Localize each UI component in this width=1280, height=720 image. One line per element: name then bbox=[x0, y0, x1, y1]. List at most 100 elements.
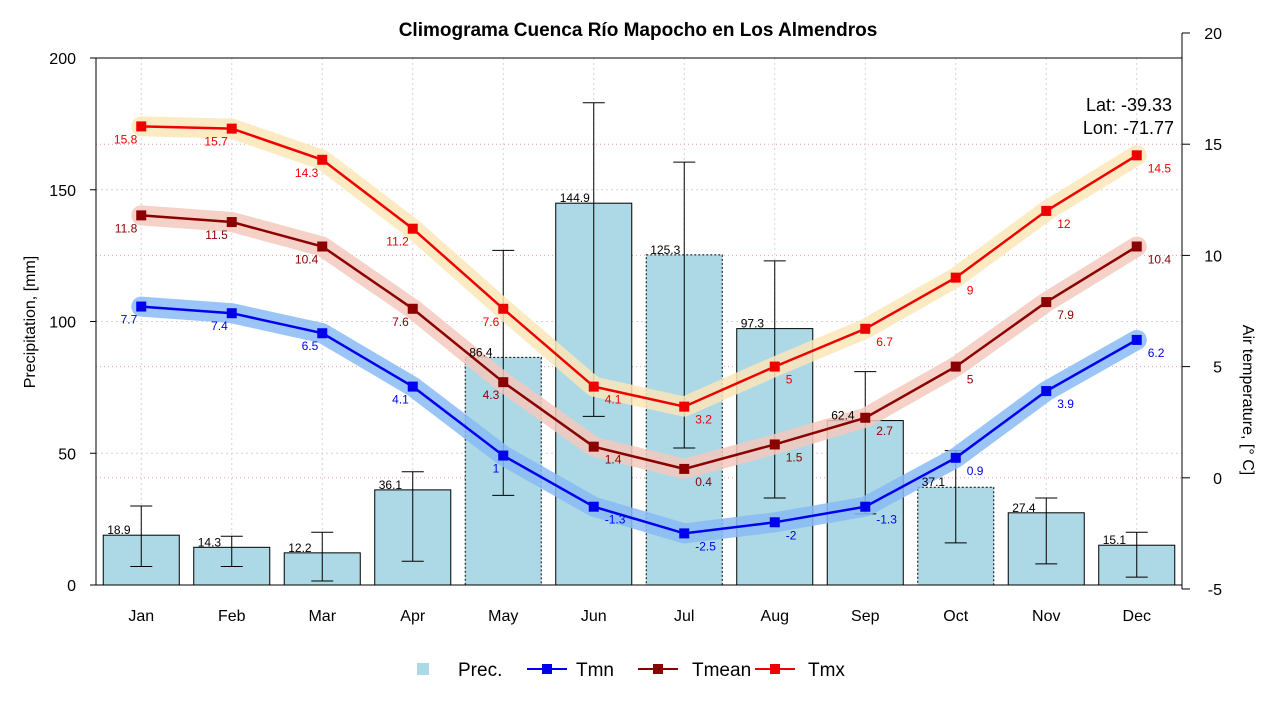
series-value-label: 7.7 bbox=[121, 313, 138, 327]
series-value-label: 14.5 bbox=[1148, 161, 1172, 175]
x-tick-label: Dec bbox=[1123, 608, 1151, 625]
y2-tick-label: 10 bbox=[1204, 248, 1222, 265]
precipitation-value-label: 125.3 bbox=[650, 243, 680, 257]
series-marker-tmean bbox=[498, 377, 509, 388]
series-line-tmean bbox=[141, 214, 1138, 471]
series-marker-tmean bbox=[588, 441, 599, 452]
x-tick-label: Jun bbox=[581, 608, 607, 625]
x-tick-label: Sep bbox=[851, 608, 880, 625]
series-band-tmx bbox=[131, 116, 1147, 417]
series-line-tmn bbox=[141, 305, 1138, 535]
series-marker-tmn bbox=[498, 450, 509, 461]
legend-label-tmn: Tmn bbox=[576, 660, 614, 681]
series-marker-tmn bbox=[317, 328, 328, 339]
series-marker-tmn bbox=[679, 528, 690, 539]
series-marker-tmean bbox=[950, 361, 961, 372]
legend-label-prec: Prec. bbox=[458, 660, 502, 681]
x-tick-label: Oct bbox=[943, 608, 968, 625]
series-marker-tmn bbox=[1131, 334, 1142, 345]
precipitation-value-label: 37.1 bbox=[922, 475, 946, 489]
precipitation-value-label: 12.2 bbox=[288, 541, 312, 555]
legend-marker-tmx bbox=[770, 664, 780, 674]
series-value-label: 1 bbox=[493, 462, 500, 476]
series-marker-tmean bbox=[136, 210, 147, 221]
series-value-label: 3.2 bbox=[695, 413, 712, 427]
series-marker-tmean bbox=[679, 463, 690, 474]
y2-tick-label: 5 bbox=[1213, 360, 1222, 377]
precipitation-value-label: 97.3 bbox=[741, 317, 765, 331]
series-marker-tmx bbox=[317, 154, 328, 165]
x-tick-label: Jan bbox=[128, 608, 154, 625]
series-value-label: 0.4 bbox=[695, 475, 712, 489]
y-tick-label: 50 bbox=[58, 446, 76, 463]
precipitation-value-label: 14.3 bbox=[198, 535, 222, 549]
data-labels: 18.914.3 12.236.186.4144.9125.397.362.437… bbox=[107, 132, 1171, 554]
series-line-tmx bbox=[141, 125, 1138, 408]
precipitation-value-label: 62.4 bbox=[831, 409, 855, 423]
series-marker-tmean bbox=[226, 217, 237, 228]
lat-annotation: Lat: -39.33 bbox=[1086, 95, 1172, 115]
series-value-label: 11.5 bbox=[205, 228, 228, 242]
precipitation-value-label: 144.9 bbox=[560, 191, 590, 205]
series-value-label: 14.3 bbox=[295, 166, 319, 180]
x-tick-label: Mar bbox=[308, 608, 336, 625]
legend-label-tmx: Tmx bbox=[808, 660, 845, 681]
series-marker-tmx bbox=[136, 121, 147, 132]
series-marker-tmean bbox=[860, 412, 871, 423]
chart-title: Climograma Cuenca Río Mapocho en Los Alm… bbox=[399, 20, 878, 41]
x-tick-label: Aug bbox=[761, 608, 789, 625]
series-value-label: 6.2 bbox=[1148, 346, 1165, 360]
series-marker-tmn bbox=[950, 452, 961, 463]
series-value-label: 3.9 bbox=[1057, 397, 1074, 411]
y2-axis-label: Air temperature, [° C] bbox=[1239, 325, 1256, 475]
legend-marker-tmean bbox=[653, 664, 663, 674]
y2-tick-label: -5 bbox=[1208, 582, 1222, 599]
series-marker-tmx bbox=[226, 123, 237, 134]
series-marker-tmn bbox=[769, 517, 780, 528]
y-axis-label: Precipitation, [mm] bbox=[22, 256, 39, 388]
precipitation-value-label: 27.4 bbox=[1012, 501, 1036, 515]
series-marker-tmx bbox=[679, 401, 690, 412]
precipitation-value-label: 15.1 bbox=[1103, 533, 1127, 547]
series-marker-tmx bbox=[769, 361, 780, 372]
series-value-label: 10.4 bbox=[295, 253, 319, 267]
x-tick-label: Feb bbox=[218, 608, 246, 625]
series-marker-tmn bbox=[136, 301, 147, 312]
series-value-label: 7.6 bbox=[392, 315, 409, 329]
series-value-label: 10.4 bbox=[1148, 253, 1172, 267]
series-marker-tmx bbox=[407, 223, 418, 234]
series-value-label: 15.8 bbox=[114, 132, 138, 146]
series-marker-tmean bbox=[407, 303, 418, 314]
series-value-label: 2.7 bbox=[876, 424, 893, 438]
precipitation-value-label: 36.1 bbox=[379, 478, 403, 492]
series-marker-tmean bbox=[1131, 241, 1142, 252]
series-value-label: -1.3 bbox=[876, 513, 897, 527]
y-tick-label: 200 bbox=[49, 51, 76, 68]
series-marker-tmean bbox=[1041, 297, 1052, 308]
series-value-label: 1.4 bbox=[605, 453, 622, 467]
series-value-label: 7.6 bbox=[483, 315, 500, 329]
series-value-label: -1.3 bbox=[605, 513, 626, 527]
series-value-label: 15.7 bbox=[204, 135, 228, 149]
series-value-label: 11.2 bbox=[386, 235, 409, 249]
series-value-label: 11.8 bbox=[115, 221, 138, 235]
series-marker-tmn bbox=[860, 501, 871, 512]
series-value-label: 7.4 bbox=[211, 319, 228, 333]
legend-label-tmean: Tmean bbox=[692, 660, 751, 681]
series-value-label: -2.5 bbox=[695, 539, 716, 553]
legend-marker-tmn bbox=[542, 664, 552, 674]
legend: Prec. Tmn Tmean Tmx bbox=[417, 660, 845, 681]
series-marker-tmn bbox=[407, 381, 418, 392]
series-marker-tmx bbox=[1041, 205, 1052, 216]
series-marker-tmn bbox=[226, 308, 237, 319]
x-tick-label: Apr bbox=[400, 608, 426, 625]
y-tick-label: 100 bbox=[49, 315, 76, 332]
series-value-label: 6.7 bbox=[876, 335, 893, 349]
x-tick-label: May bbox=[488, 608, 518, 625]
series-value-label: 12 bbox=[1057, 217, 1071, 231]
series-marker-tmean bbox=[769, 439, 780, 450]
series-value-label: 1.5 bbox=[786, 450, 803, 464]
series-value-label: 4.3 bbox=[483, 388, 500, 402]
series-marker-tmx bbox=[588, 381, 599, 392]
